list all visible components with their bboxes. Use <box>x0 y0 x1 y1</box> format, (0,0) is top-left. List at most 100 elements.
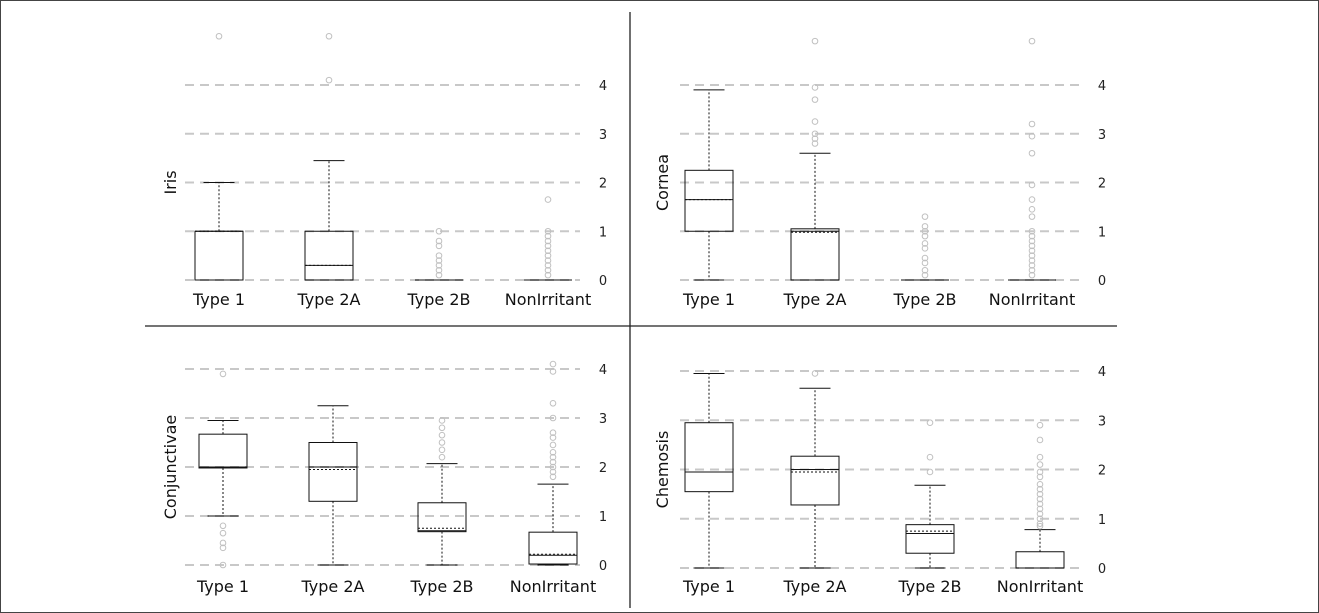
box-iqr <box>684 422 734 493</box>
outlier-point <box>1028 120 1036 128</box>
outlier-point <box>1036 485 1044 493</box>
outlier-point <box>921 227 929 235</box>
box-type-2b <box>905 419 955 569</box>
outlier-point <box>544 247 552 255</box>
outlier-point <box>1028 271 1036 279</box>
box-iqr <box>417 502 467 533</box>
ytick-label-3: 3 <box>599 128 607 143</box>
outlier-point <box>1028 181 1036 189</box>
panel-cornea: 0 1 2 3 4 Cornea Type 1 Type 2A Type 2B NonIrrita… <box>653 37 1106 309</box>
outlier-point <box>219 544 227 552</box>
outlier-point <box>1036 515 1044 523</box>
category-label: Type 2B <box>407 290 471 309</box>
outlier-point <box>921 223 929 230</box>
ytick-label-3: 3 <box>1098 414 1106 429</box>
outlier-point <box>811 370 819 377</box>
outlier-point <box>219 539 227 547</box>
outlier-point <box>811 135 819 142</box>
box-type-1 <box>684 372 734 569</box>
ytick-label-2: 2 <box>1098 177 1106 192</box>
category-label: NonIrritant <box>997 577 1083 596</box>
outlier-point <box>549 463 557 471</box>
outlier-point <box>435 227 443 235</box>
outlier-point <box>1028 257 1036 264</box>
ytick-label-0: 0 <box>1098 562 1106 577</box>
ytick-label-4: 4 <box>599 79 607 94</box>
outlier-point <box>926 468 934 476</box>
outlier-point <box>811 37 819 45</box>
outlier-point <box>811 96 819 103</box>
outlier-point <box>1028 206 1036 213</box>
outlier-point <box>1028 227 1036 235</box>
category-label: Type 2B <box>410 577 474 596</box>
outlier-point <box>549 453 557 461</box>
outlier-point <box>921 266 929 274</box>
outlier-point <box>549 458 557 466</box>
outlier-point <box>1028 237 1036 245</box>
ytick-label-4: 4 <box>1098 79 1106 94</box>
outlier-point <box>1036 453 1044 461</box>
outlier-point <box>435 242 443 250</box>
outlier-point <box>1028 247 1036 255</box>
ytick-label-3: 3 <box>599 412 607 427</box>
category-label: NonIrritant <box>505 290 591 309</box>
outlier-point <box>544 242 552 250</box>
outlier-point <box>1036 461 1044 468</box>
panel-chemosis: 0 1 2 3 4 Chemosis Type 1 Type 2A Type 2B NonIrri… <box>653 365 1106 596</box>
ytick-label-1: 1 <box>599 510 607 525</box>
panel-conjunctivae: 0 1 2 3 4 Conjunctivae Type 1 Type 2A Type 2B Non… <box>161 360 607 596</box>
outlier-point <box>219 529 227 537</box>
outlier-point <box>1036 421 1044 429</box>
box-type-1 <box>194 32 244 281</box>
outlier-point <box>219 370 227 378</box>
box-type-1 <box>684 89 734 281</box>
outlier-point <box>921 232 929 240</box>
outlier-point <box>549 400 557 407</box>
ytick-label-2: 2 <box>1098 464 1106 479</box>
category-label: Type 1 <box>682 577 735 596</box>
outlier-point <box>544 232 552 240</box>
outlier-point <box>1028 196 1036 203</box>
outlier-point <box>549 468 557 476</box>
outlier-point <box>549 360 557 368</box>
outlier-point <box>1036 510 1044 518</box>
outlier-point <box>811 130 819 138</box>
category-label: Type 2B <box>893 290 957 309</box>
outlier-point <box>219 561 227 569</box>
box-nonirritant <box>1015 421 1065 569</box>
box-nonirritant <box>1008 37 1056 281</box>
box-iqr <box>684 169 734 232</box>
ytick-label-1: 1 <box>599 225 607 240</box>
category-label: Type 2B <box>898 577 962 596</box>
outlier-point <box>549 429 557 437</box>
outlier-point <box>1036 522 1044 530</box>
panel-iris: 0 1 2 3 4 Iris Type 1 Type 2A Type 2B NonIrritant <box>161 32 607 309</box>
outlier-point <box>1028 37 1036 45</box>
box-type-2a <box>308 405 358 566</box>
outlier-point <box>219 522 227 530</box>
box-iqr <box>905 524 955 554</box>
outlier-point <box>549 368 557 375</box>
outlier-point <box>1028 242 1036 250</box>
box-type-2b <box>415 227 463 281</box>
outlier-point <box>544 196 552 203</box>
box-iqr <box>1015 551 1065 569</box>
category-label: Type 2A <box>783 577 847 596</box>
outlier-point <box>1028 213 1036 220</box>
category-label: Type 1 <box>192 290 245 309</box>
outlier-point <box>921 213 929 220</box>
box-iqr <box>790 228 840 281</box>
outlier-point <box>438 424 446 432</box>
outlier-point <box>438 439 446 446</box>
ytick-label-4: 4 <box>599 363 607 378</box>
ytick-label-1: 1 <box>1098 513 1106 528</box>
outlier-point <box>1036 480 1044 488</box>
outlier-point <box>325 76 333 84</box>
outlier-point <box>325 32 333 40</box>
category-label: Type 1 <box>196 577 249 596</box>
ytick-label-0: 0 <box>1098 274 1106 289</box>
y-axis-label: Conjunctivae <box>161 415 180 519</box>
outlier-point <box>921 271 929 279</box>
y-axis-label: Iris <box>161 170 180 194</box>
